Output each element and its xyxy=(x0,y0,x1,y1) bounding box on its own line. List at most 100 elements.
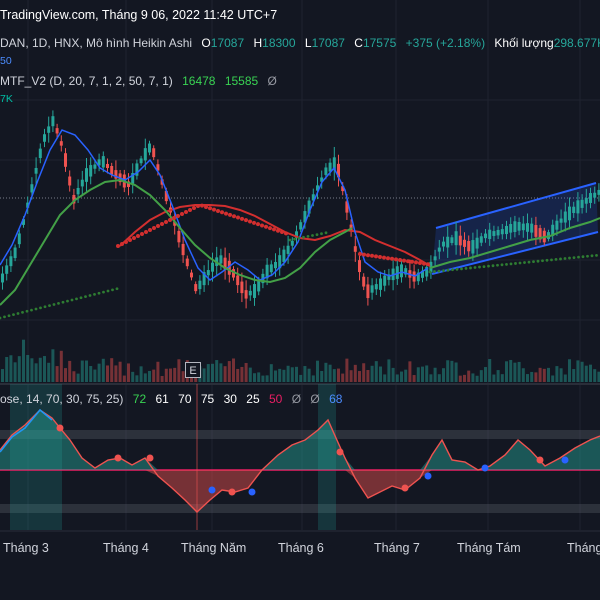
candle-body xyxy=(223,257,227,270)
candle-body xyxy=(353,246,357,252)
candle-body xyxy=(211,262,214,272)
volume-bar xyxy=(93,369,97,382)
volume-bar xyxy=(530,371,534,382)
trend-dot-bear xyxy=(402,258,406,263)
osc-value-7: 50 xyxy=(268,392,283,406)
volume-bar xyxy=(576,360,580,382)
volume-bar xyxy=(223,366,227,382)
ma-green-line xyxy=(0,178,353,306)
trend-dot-bull xyxy=(586,254,589,258)
trend-dot-bear xyxy=(168,218,172,222)
ma-red-line xyxy=(119,204,431,267)
candle-body xyxy=(395,266,399,279)
trend-dot-bull xyxy=(590,254,594,258)
candle-body xyxy=(257,280,261,292)
trend-dot-bull xyxy=(478,265,481,269)
symbol-title[interactable]: DAN, 1D, HNX, Mô hình Heikin Ashi xyxy=(0,36,193,50)
volume-bar xyxy=(118,361,122,382)
high-label: H xyxy=(253,36,263,50)
volume-bar xyxy=(148,370,151,382)
trend-dot-bull xyxy=(311,234,314,237)
trend-dot-bull xyxy=(16,312,20,315)
volume-bar xyxy=(416,367,420,382)
mtf-name[interactable]: MTF_V2 (D, 20, 7, 1, 2, 50, 7, 1) xyxy=(0,74,173,88)
trend-dot-bear xyxy=(374,254,378,259)
candle-body xyxy=(274,261,277,269)
trend-dot-bear xyxy=(398,258,402,262)
candle-body xyxy=(320,177,324,182)
volume-bar xyxy=(580,361,584,382)
volume-bar xyxy=(303,366,307,382)
trend-dot-bull xyxy=(505,262,508,266)
volume-bar xyxy=(597,371,600,382)
candle-body xyxy=(534,225,538,237)
volume-bar xyxy=(236,368,240,382)
candle-body xyxy=(345,201,349,213)
volume-bar xyxy=(395,374,399,382)
candle-body xyxy=(51,116,55,127)
volume-bar xyxy=(484,367,487,382)
trend-dot-bull xyxy=(115,287,119,291)
volume-bar xyxy=(404,369,408,382)
trend-dot-bull xyxy=(297,236,301,240)
candle-body xyxy=(492,231,496,236)
volume-bar xyxy=(547,367,550,382)
candle-body xyxy=(286,245,290,254)
volume-bar xyxy=(215,360,219,382)
volume-bar xyxy=(55,366,59,382)
trend-dot-bull xyxy=(514,262,517,265)
volume-bar xyxy=(437,374,441,382)
trend-dot-bear xyxy=(220,210,224,215)
x-axis-label: Tháng 3 xyxy=(3,541,49,555)
candle-body xyxy=(47,126,51,133)
candle-body xyxy=(341,186,345,192)
osc-value-2: 61 xyxy=(155,392,169,406)
volume-bars xyxy=(1,339,600,382)
low-label: L xyxy=(304,36,312,50)
oscillator-legend[interactable]: ose, 14, 70, 30, 75, 25) 72 61 70 75 30 … xyxy=(0,392,342,406)
volume-bar xyxy=(278,368,282,382)
volume-bar xyxy=(521,368,525,382)
candle-body xyxy=(13,247,17,259)
osc-signal-dot xyxy=(401,484,409,492)
trend-dot-bull xyxy=(545,258,549,262)
trend-dot-bull xyxy=(111,288,114,292)
volume-bar xyxy=(467,370,471,382)
volume-bar xyxy=(269,364,273,382)
volume-bar xyxy=(169,368,172,382)
candle-body xyxy=(290,240,294,246)
earnings-event-badge[interactable]: E xyxy=(185,362,201,378)
main-legend[interactable]: DAN, 1D, HNX, Mô hình Heikin Ashi O17087… xyxy=(0,36,600,50)
osc-signal-dot xyxy=(114,454,122,462)
candle-body xyxy=(307,200,311,214)
volume-bar xyxy=(341,373,345,382)
trend-dot-bull xyxy=(84,295,87,299)
trend-dot-bear xyxy=(164,220,168,224)
osc-signal-dot xyxy=(336,448,344,456)
volume-bar xyxy=(295,366,298,382)
trend-dot-bear xyxy=(196,204,200,208)
trend-dot-bear xyxy=(426,262,430,267)
mtf-legend[interactable]: MTF_V2 (D, 20, 7, 1, 2, 50, 7, 1) 16478 … xyxy=(0,74,277,88)
candle-body xyxy=(59,141,63,146)
trend-dot-bull xyxy=(482,265,486,268)
osc-value-6: 25 xyxy=(246,392,260,406)
x-axis-label: Tháng xyxy=(567,541,600,555)
volume-bar xyxy=(425,365,429,382)
volume-bar xyxy=(265,375,269,382)
trend-dot-bull xyxy=(550,258,553,262)
osc-name[interactable]: ose, 14, 70, 30, 75, 25) xyxy=(0,392,124,406)
trend-dot-bear xyxy=(252,220,256,225)
trend-dot-bear xyxy=(176,214,180,218)
change-value: +375 (+2.18%) xyxy=(405,36,486,50)
trend-dot-bull xyxy=(473,266,477,269)
osc-line xyxy=(0,409,600,513)
volume-bar xyxy=(227,361,231,382)
volume-bar xyxy=(38,357,42,382)
heikin-ashi-candles xyxy=(1,110,600,309)
trend-dot-bull xyxy=(21,310,24,314)
candle-body xyxy=(311,194,315,201)
candle-body xyxy=(437,247,441,252)
volume-bar xyxy=(337,368,340,382)
